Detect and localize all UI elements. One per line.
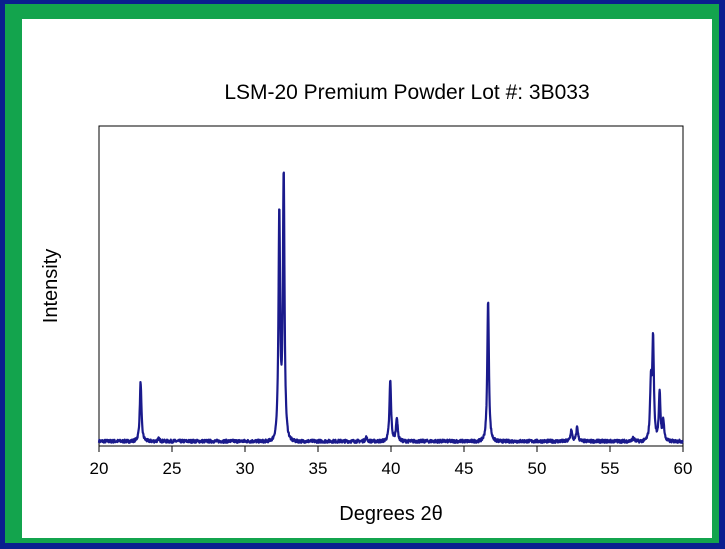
chart: LSM-20 Premium Powder Lot #: 3B033 20 25 3… xyxy=(40,81,693,525)
x-tick-label: 45 xyxy=(455,459,474,478)
x-tick-label: 60 xyxy=(674,459,693,478)
x-tick-label: 40 xyxy=(382,459,401,478)
green-frame: LSM-20 Premium Powder Lot #: 3B033 20 25 3… xyxy=(5,4,719,543)
x-axis-label: Degrees 2θ xyxy=(339,503,442,525)
series-line xyxy=(97,171,684,444)
x-tick-label: 35 xyxy=(309,459,328,478)
x-tick-label: 55 xyxy=(601,459,620,478)
x-tick-label: 20 xyxy=(90,459,109,478)
x-axis: 20 25 30 35 40 45 50 55 60 xyxy=(90,446,693,478)
chart-panel: LSM-20 Premium Powder Lot #: 3B033 20 25 3… xyxy=(22,19,712,538)
chart-title: LSM-20 Premium Powder Lot #: 3B033 xyxy=(224,81,589,104)
y-axis-label: Intensity xyxy=(40,249,62,323)
x-tick-label: 50 xyxy=(528,459,547,478)
x-tick-label: 25 xyxy=(163,459,182,478)
x-tick-label: 30 xyxy=(236,459,255,478)
